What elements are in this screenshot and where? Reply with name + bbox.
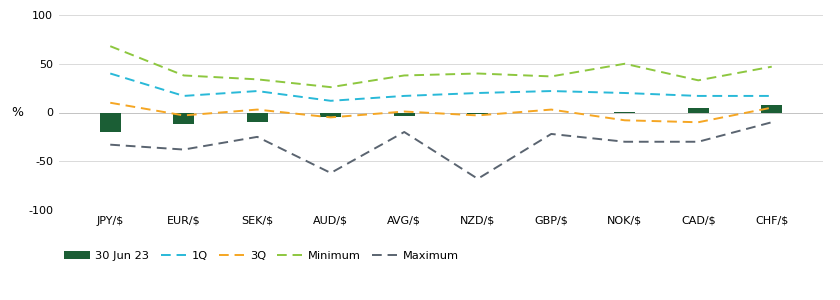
Bar: [394, 112, 415, 116]
Bar: [247, 112, 268, 122]
Bar: [321, 112, 341, 117]
Bar: [174, 112, 194, 124]
Bar: [468, 112, 488, 114]
Bar: [100, 112, 121, 132]
Legend: 30 Jun 23, 1Q, 3Q, Minimum, Maximum: 30 Jun 23, 1Q, 3Q, Minimum, Maximum: [65, 251, 459, 261]
Y-axis label: %: %: [11, 106, 24, 119]
Bar: [688, 108, 709, 112]
Bar: [762, 105, 782, 112]
